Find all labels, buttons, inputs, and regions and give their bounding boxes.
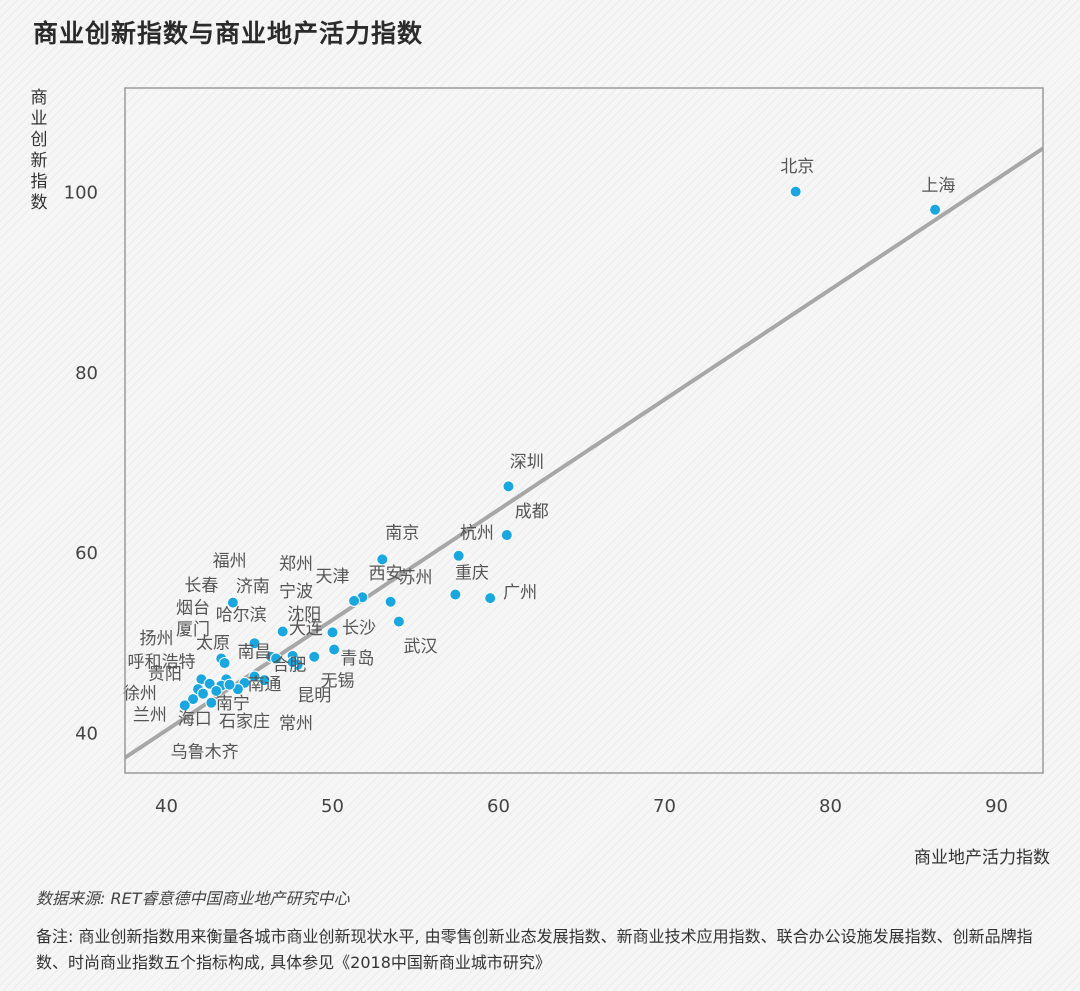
city-label: 青岛 xyxy=(340,649,374,669)
city-label: 无锡 xyxy=(320,671,354,691)
data-source: 数据来源: RET睿意德中国商业地产研究中心 xyxy=(36,889,350,908)
city-label: 济南 xyxy=(236,577,270,597)
data-point xyxy=(929,203,942,216)
city-label: 扬州 xyxy=(140,629,174,649)
city-label: 长沙 xyxy=(342,618,376,638)
city-label: 南京 xyxy=(385,524,419,544)
city-label: 天津 xyxy=(316,567,350,587)
data-point xyxy=(210,684,223,697)
data-point xyxy=(187,693,200,706)
data-point xyxy=(452,549,465,562)
data-point xyxy=(270,652,283,665)
data-point xyxy=(500,529,513,542)
data-point xyxy=(197,687,210,700)
y-tick-label: 100 xyxy=(64,183,98,204)
data-point xyxy=(248,637,261,650)
data-point xyxy=(449,588,462,601)
city-label: 西安 xyxy=(369,564,403,584)
x-tick-label: 70 xyxy=(653,796,676,817)
city-label: 常州 xyxy=(279,714,313,734)
city-label: 苏州 xyxy=(399,568,433,588)
y-tick-label: 40 xyxy=(75,723,98,744)
data-point xyxy=(502,480,515,493)
data-point xyxy=(308,650,321,663)
data-point xyxy=(384,595,397,608)
data-point xyxy=(789,185,802,198)
city-label: 深圳 xyxy=(510,452,544,472)
x-tick-label: 40 xyxy=(155,796,178,817)
data-point xyxy=(223,678,236,691)
city-label: 乌鲁木齐 xyxy=(171,743,239,763)
city-label: 长春 xyxy=(184,576,218,596)
city-label: 重庆 xyxy=(455,563,489,583)
x-axis-label: 商业地产活力指数 xyxy=(914,848,1050,868)
data-point xyxy=(392,615,405,628)
city-label: 杭州 xyxy=(460,524,494,544)
city-label: 成都 xyxy=(515,502,549,522)
data-point xyxy=(484,592,497,605)
data-point xyxy=(328,643,341,656)
x-tick-label: 60 xyxy=(487,796,510,817)
city-label: 贵阳 xyxy=(148,664,182,684)
city-label: 南昌 xyxy=(237,643,271,663)
data-point xyxy=(286,656,299,669)
city-label: 北京 xyxy=(780,157,814,177)
city-label: 大连 xyxy=(289,619,323,639)
data-point xyxy=(205,696,218,709)
city-label: 昆明 xyxy=(297,686,331,706)
city-label: 广州 xyxy=(503,583,537,603)
city-label: 哈尔滨 xyxy=(216,606,267,626)
city-label: 呼和浩特 xyxy=(128,653,196,673)
data-point xyxy=(226,596,239,609)
city-label: 烟台 xyxy=(176,598,210,618)
data-point xyxy=(326,626,339,639)
city-label: 南宁 xyxy=(216,694,250,714)
y-tick-label: 60 xyxy=(75,543,98,564)
footnote: 备注: 商业创新指数用来衡量各城市商业创新现状水平, 由零售创新业态发展指数、新… xyxy=(36,927,1033,972)
city-label: 武汉 xyxy=(403,637,437,657)
x-tick-label: 50 xyxy=(321,796,344,817)
city-label: 合肥 xyxy=(272,655,306,675)
city-label: 石家庄 xyxy=(219,712,270,732)
x-tick-label: 90 xyxy=(985,796,1008,817)
data-point xyxy=(248,670,261,683)
city-label: 上海 xyxy=(921,176,955,196)
city-label: 厦门 xyxy=(176,620,210,640)
city-label: 兰州 xyxy=(133,706,167,726)
city-label: 郑州 xyxy=(279,554,313,574)
city-label: 福州 xyxy=(213,552,247,572)
data-point xyxy=(178,699,191,712)
city-label: 太原 xyxy=(196,634,230,654)
city-label: 徐州 xyxy=(123,684,157,704)
city-label: 沈阳 xyxy=(287,605,321,625)
plot-frame xyxy=(124,87,1044,774)
x-tick-label: 80 xyxy=(819,796,842,817)
chart-title: 商业创新指数与商业地产活力指数 xyxy=(33,19,424,48)
city-label: 南通 xyxy=(247,675,281,695)
data-point xyxy=(276,625,289,638)
y-tick-label: 80 xyxy=(75,363,98,384)
city-label: 海口 xyxy=(178,709,212,729)
data-point xyxy=(218,657,231,670)
data-point xyxy=(376,553,389,566)
trend-line xyxy=(123,146,1045,760)
y-axis-label: 商业创新指数 xyxy=(30,88,48,213)
data-point xyxy=(348,594,361,607)
city-label: 宁波 xyxy=(279,582,313,602)
